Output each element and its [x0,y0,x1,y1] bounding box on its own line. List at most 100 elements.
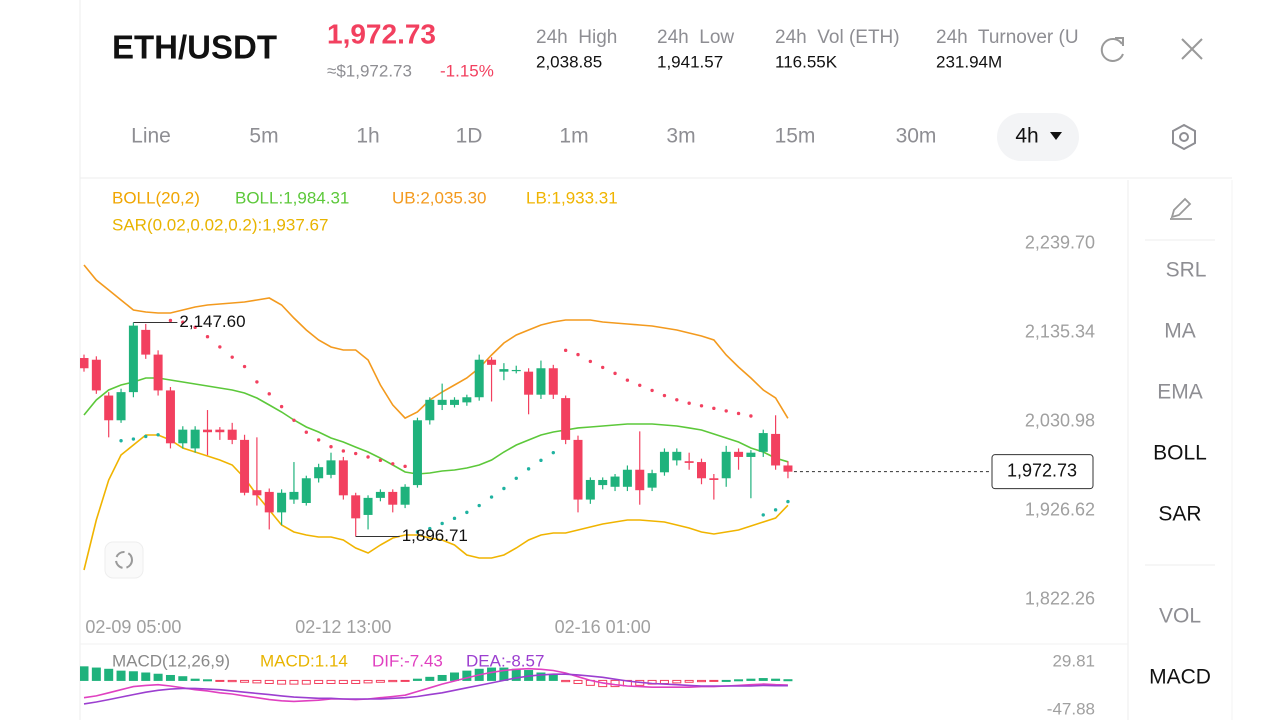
indicator-legend: MACD(12,26,9) [112,651,230,670]
plot-area [80,264,793,571]
candle-body [783,465,793,472]
timeframe-tab[interactable]: 3m [666,125,695,148]
sar-dot [316,438,321,442]
candle-body [511,369,521,372]
sar-dot [440,521,444,526]
sar-dot [156,433,160,437]
stat: 24h Vol (ETH) 116.55K [775,27,900,71]
candle-body [190,429,200,449]
macd-bar [116,670,126,681]
timeframe-tab[interactable]: 15m [775,125,816,148]
macd-bar [437,674,447,681]
sar-dot [712,406,716,411]
close-icon [1181,38,1203,60]
candle-body [128,325,138,393]
candle-body [573,439,583,500]
sar-dot [144,434,148,439]
indicator-tab[interactable]: MA [1164,320,1196,343]
macd-bar [536,672,546,681]
indicator-tab[interactable]: SRL [1166,259,1207,282]
macd-bar [734,679,744,682]
timeframe-tab[interactable]: 5m [249,125,278,148]
settings-icon [1172,123,1196,151]
timeframe-tab[interactable]: 1h [356,125,379,148]
candle-body [684,461,694,463]
stat-value: 1,941.57 [657,52,723,71]
candle-body [91,359,101,391]
sar-dot [563,348,568,353]
y-tick-label: 2,030.98 [1025,411,1095,431]
active-tab-bg [997,113,1079,161]
candle-body [165,390,175,444]
sar-dot [218,345,222,349]
candle-body [104,395,114,421]
candle-body [363,497,373,515]
timeframe-tab[interactable]: 1m [559,125,588,148]
candle-body [338,460,348,496]
last-price-box [991,454,1094,490]
macd-bar [141,672,151,681]
candle-body [672,451,682,461]
timeframe-tab[interactable]: 30m [896,125,937,148]
candle-body [289,491,299,500]
x-tick-label: 02-09 05:00 [85,617,181,637]
draw-button[interactable] [1170,197,1192,220]
sar-dot [749,414,753,418]
macd-bar [289,679,299,685]
candle-body [116,392,126,421]
timeframe-tab-active[interactable]: 4h [1015,125,1038,148]
extreme-label: 2,147.60 [179,312,245,331]
macd-bar [91,667,101,681]
stat-value: 231.94M [936,52,1002,71]
band-line [83,434,789,571]
timeframe-tab[interactable]: 1D [456,125,483,148]
y-tick-label: 2,135.34 [1025,322,1095,342]
macd-bar [709,679,719,682]
indicator-tab[interactable]: VOL [1159,605,1201,628]
price-change: -1.15% [440,61,494,80]
tool-button[interactable] [104,541,144,579]
sar-dot [329,445,333,449]
macd-chart: MACD(12,26,9) MACD:1.14 DIF:-7.43 DEA:-8.57… [80,651,1095,718]
macd-bar [301,679,311,685]
macd-bar [338,679,348,685]
sar-dot [650,388,654,393]
close-button[interactable] [1181,38,1203,60]
indicator-legend: DEA:-8.57 [466,651,544,670]
sar-dot [625,378,630,382]
tool-icon [115,551,133,569]
y-tick-label: 1,926.62 [1025,500,1095,520]
indicator-tab[interactable]: SAR [1158,503,1201,526]
sar-dot [292,418,296,422]
sar-dot [724,409,728,413]
candle-body [388,491,398,505]
macd-bar [659,679,669,685]
candle-body [647,473,657,488]
y-tick-label: 1,822.26 [1025,589,1095,609]
settings-icon [1179,132,1189,142]
pair-name: ETH/USDT [112,29,277,66]
candle-body [425,399,435,421]
candle-body [635,469,645,491]
sar-dot [687,401,691,405]
candle-body [437,399,447,405]
x-tick-label: 02-16 01:00 [555,617,651,637]
candle-body [721,451,731,479]
macd-bar [783,679,793,682]
stat-value: 116.55K [775,52,838,71]
candle-body [474,359,484,398]
indicator-tab[interactable]: EMA [1157,381,1203,404]
settings-button[interactable] [1172,123,1196,151]
candle-body [178,429,188,444]
candle-body [622,469,632,487]
candle-body [227,429,237,440]
macd-bar [758,678,768,681]
macd-bar [548,674,558,681]
timeframe-tab[interactable]: Line [131,125,171,148]
sar-dot [638,383,642,388]
share-button[interactable] [1100,37,1124,62]
indicator-tab[interactable]: BOLL [1153,442,1207,465]
candle-body [771,433,781,466]
indicator-tab[interactable]: MACD [1149,666,1211,689]
sar-dot [761,513,765,517]
